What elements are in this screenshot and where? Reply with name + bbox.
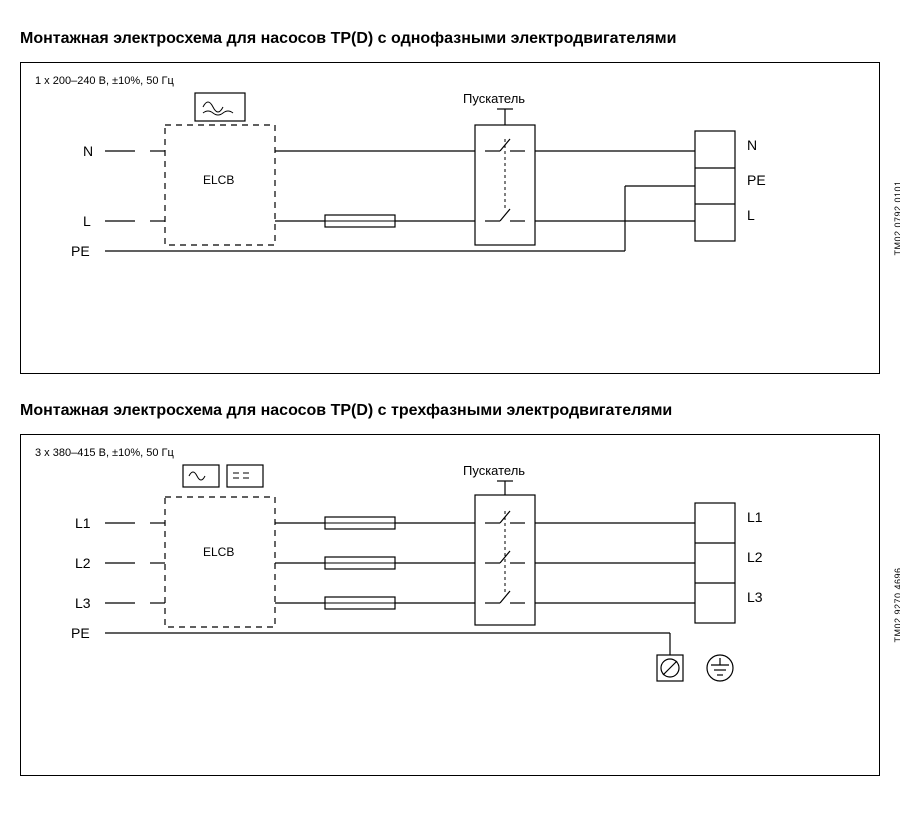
d2-starter-label: Пускатель xyxy=(463,463,525,478)
d1-svg xyxy=(105,111,825,291)
d2-left-l1: L1 xyxy=(75,515,91,531)
diagram2-spec: 3 x 380–415 В, ±10%, 50 Гц xyxy=(35,447,871,459)
d2-left-l3: L3 xyxy=(75,595,91,611)
diagram2-title: Монтажная электросхема для насосов TP(D)… xyxy=(20,402,880,420)
d2-left-pe: PE xyxy=(71,625,90,641)
diagram1-spec: 1 x 200–240 В, ±10%, 50 Гц xyxy=(35,75,871,87)
diagram2-frame: 3 x 380–415 В, ±10%, 50 Гц L1 L2 L3 PE E… xyxy=(20,434,880,776)
d1-left-l: L xyxy=(83,213,91,229)
diagram1-title: Монтажная электросхема для насосов TP(D)… xyxy=(20,30,880,48)
diagram1-frame: 1 x 200–240 В, ±10%, 50 Гц N L PE ELCB П… xyxy=(20,62,880,374)
d1-drawing-num: TM02 0792 0101 xyxy=(893,180,900,255)
diagram1-area: N L PE ELCB Пускатель N PE L xyxy=(35,97,871,327)
d1-left-n: N xyxy=(83,143,93,159)
d2-left-l2: L2 xyxy=(75,555,91,571)
d1-left-pe: PE xyxy=(71,243,90,259)
d1-starter-label: Пускатель xyxy=(463,91,525,106)
d2-svg xyxy=(105,483,825,703)
d2-drawing-num: TM02 9270 4696 xyxy=(893,567,900,642)
diagram2-area: L1 L2 L3 PE ELCB Пускатель L1 L2 L3 xyxy=(35,469,871,729)
